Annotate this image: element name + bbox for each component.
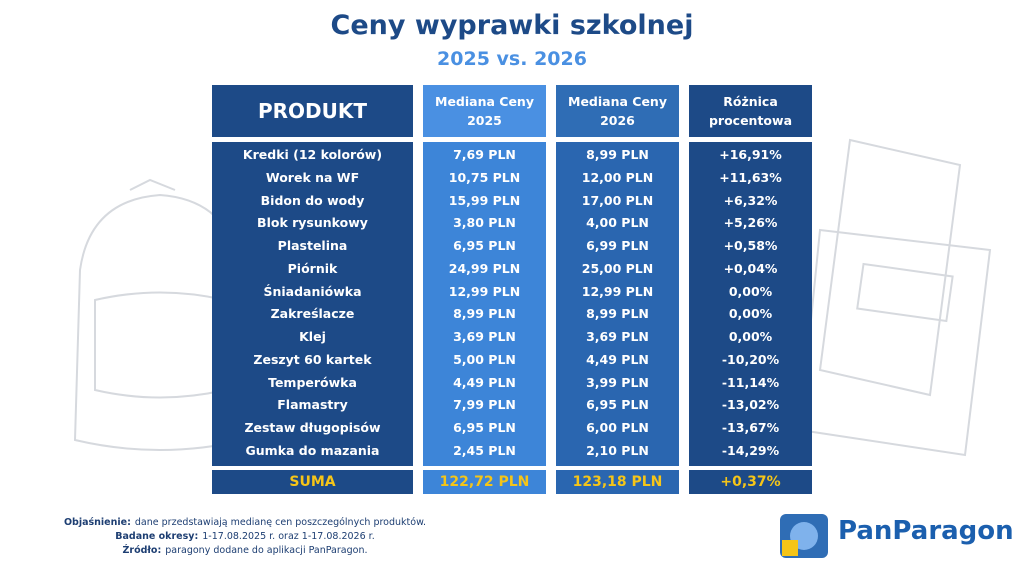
footnote-label: Badane okresy: [115,531,199,542]
column-bg [689,142,812,466]
product-name: Klej [299,329,326,345]
product-name: Worek na WF [265,169,360,185]
table-cell: 3,99 PLN [586,374,649,390]
header-cell-bg [423,85,546,137]
table-cell: 6,95 PLN [586,397,649,413]
column-header: Mediana Ceny 2026 [568,94,667,128]
product-name: Zestaw długopisów [244,420,381,436]
table-cell: 4,49 PLN [453,374,516,390]
table-cell: +0,04% [723,260,778,276]
table-cell: 0,00% [728,306,773,322]
total-cell: +0,37% [720,474,781,490]
footnote-line: Źródło: paragony dodane do aplikacji PanP… [40,544,450,558]
table-cell: 17,00 PLN [581,192,654,208]
product-name: Gumka do mazania [245,443,380,458]
table-cell: +16,91% [719,147,782,162]
table-cell: 12,00 PLN [581,169,654,185]
header-cell-bg [689,85,812,137]
footnote-label: Objaśnienie: [63,517,131,528]
product-name: Zeszyt 60 kartek [253,351,372,367]
column-header: Mediana Ceny 2025 [435,94,534,128]
total-cell-bg [689,470,812,494]
header-cell-bg [556,85,679,137]
table-cell: 2,10 PLN [586,443,649,458]
table-cell: 6,95 PLN [453,420,516,436]
header-cell-bg [212,85,413,137]
table-cell: +5,26% [723,215,778,231]
column-bg [212,142,413,466]
logo-icon [780,514,828,558]
product-name: Flamastry [277,397,348,413]
product-name: Zakreślacze [270,306,355,322]
table-cell: -10,20% [721,351,780,367]
total-cell: SUMA [289,474,336,490]
table-cell: 8,99 PLN [586,147,649,162]
table-cell: -13,02% [721,397,780,413]
table-cell: +11,63% [719,169,782,185]
table-cell: 12,99 PLN [581,283,654,299]
table-cell: 0,00% [728,283,773,299]
table-cell: 7,69 PLN [453,147,516,162]
footnote-text: dane przedstawiają medianę cen poszczegó… [134,517,427,528]
table-cell: 25,00 PLN [581,260,654,276]
title: Ceny wyprawki szkolnej [330,10,694,41]
product-name: Temperówka [268,374,357,390]
table-cell: 6,95 PLN [453,238,516,254]
total-cell: 122,72 PLN [439,474,530,490]
table-cell: 6,99 PLN [586,238,649,254]
total-cell-bg [212,470,413,494]
footnote-text: 1-17.08.2025 r. oraz 1-17.08.2026 r. [202,531,375,542]
table-cell: 7,99 PLN [453,397,516,413]
footnote-line: Badane okresy: 1-17.08.2025 r. oraz 1-17.… [40,530,450,544]
column-header: Różnica procentowa [708,94,793,128]
table-cell: 8,99 PLN [586,306,649,322]
table-cell: 3,80 PLN [453,215,516,231]
table-cell: 4,49 PLN [586,351,649,367]
footnote-line: Objaśnienie: dane przedstawiają medianę c… [40,516,450,530]
total-cell-bg [423,470,546,494]
table-cell: 4,00 PLN [586,215,649,231]
table-cell: 8,99 PLN [453,306,516,322]
product-name: Śniadaniówka [263,283,362,299]
column-bg [556,142,679,466]
table-cell: 24,99 PLN [448,260,521,276]
product-name: Bidon do wody [260,192,365,208]
table-cell: -11,14% [721,374,780,390]
table-cell: -14,29% [721,443,780,458]
table-cell: 0,00% [728,329,773,345]
total-cell: 123,18 PLN [572,474,663,490]
product-name: Plastelina [277,238,348,254]
table-cell: 6,00 PLN [586,420,649,436]
total-cell-bg [556,470,679,494]
column-header: PRODUKT [257,98,368,123]
table-cell: 15,99 PLN [448,192,521,208]
table-cell: 10,75 PLN [448,169,521,185]
footnote-text: paragony dodane do aplikacji PanParagon. [165,545,368,556]
table-cell: 3,69 PLN [586,329,649,345]
footnotes: Objaśnienie: dane przedstawiają medianę c… [40,516,450,558]
table-cell: +6,32% [723,192,778,208]
subtitle: 2025 vs. 2026 [437,48,587,70]
logo-text: PanParagon [838,516,1014,546]
table-cell: 2,45 PLN [453,443,516,458]
product-name: Kredki (12 kolorów) [242,147,383,162]
footnote-label: Źródło: [122,545,162,556]
table-cell: 5,00 PLN [453,351,516,367]
table-cell: -13,67% [721,420,780,436]
table-cell: +0,58% [723,238,778,254]
product-name: Piórnik [287,260,338,276]
table-cell: 12,99 PLN [448,283,521,299]
table-cell: 3,69 PLN [453,329,516,345]
product-name: Blok rysunkowy [257,215,368,231]
column-bg [423,142,546,466]
